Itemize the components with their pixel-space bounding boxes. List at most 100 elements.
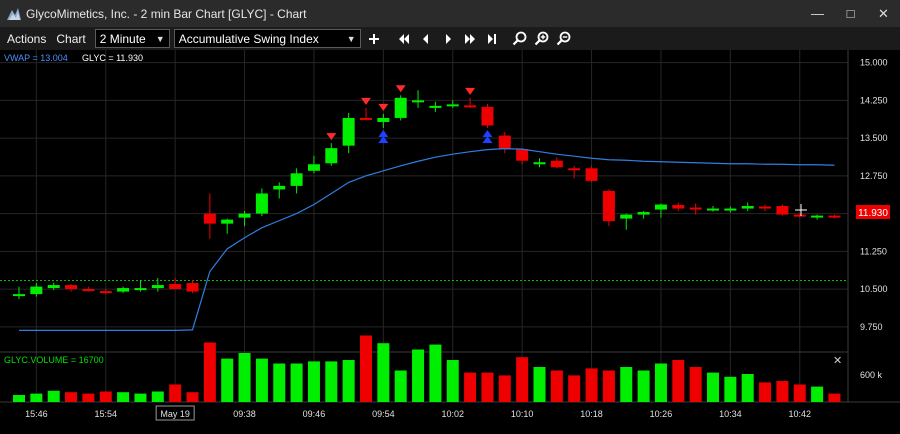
chevron-down-icon: ▼ xyxy=(155,33,165,44)
volume-bars xyxy=(13,335,841,402)
price-tick-label: 13.500 xyxy=(860,133,888,143)
time-tick-label: May 19 xyxy=(160,409,190,419)
candle-body xyxy=(654,204,667,210)
candle-body xyxy=(689,207,702,210)
zoom-out-button[interactable] xyxy=(553,29,575,49)
candle-body xyxy=(620,214,633,219)
time-tick-label: 10:18 xyxy=(580,409,603,419)
time-tick-label: 10:02 xyxy=(441,409,464,419)
scroll-forward-button[interactable] xyxy=(437,29,459,49)
app-logo-icon xyxy=(7,7,21,20)
volume-legend: GLYC.VOLUME = 16700 xyxy=(4,355,104,365)
volume-bar xyxy=(203,342,216,402)
candle-body xyxy=(47,285,60,289)
close-button[interactable]: ✕ xyxy=(878,5,889,21)
volume-bar xyxy=(412,349,425,402)
volume-bar xyxy=(169,384,182,402)
candle-body xyxy=(377,117,390,122)
volume-bar xyxy=(828,393,841,402)
scroll-end-button[interactable] xyxy=(481,29,503,49)
volume-bar xyxy=(325,361,338,402)
volume-bar xyxy=(793,384,806,402)
scroll-last-button[interactable] xyxy=(459,29,481,49)
candle-body xyxy=(82,289,95,292)
study-value: Accumulative Swing Index xyxy=(178,31,319,46)
volume-bar xyxy=(238,353,251,402)
volume-bar xyxy=(654,363,667,402)
candle-body xyxy=(307,164,320,171)
sell-signal-icon xyxy=(378,103,389,111)
zoom-in-button[interactable] xyxy=(531,29,553,49)
volume-bar xyxy=(360,335,372,402)
time-tick-label: 15:54 xyxy=(94,409,117,419)
last-price-badge xyxy=(856,205,890,219)
prev-icon xyxy=(422,33,428,44)
volume-bar xyxy=(498,375,511,402)
candle-body xyxy=(151,285,164,289)
add-study-button[interactable] xyxy=(363,29,385,49)
volume-bar xyxy=(602,370,615,402)
sell-signal-icon xyxy=(465,87,476,95)
price-chart[interactable]: 15.00014.25013.50012.75012.00011.25010.5… xyxy=(0,50,900,429)
candles xyxy=(13,90,841,300)
volume-bar xyxy=(811,386,824,402)
volume-tick-label: 600 k xyxy=(860,370,883,380)
grid xyxy=(0,50,848,402)
chevron-down-icon: ▼ xyxy=(346,33,356,44)
minimize-button[interactable]: — xyxy=(811,6,824,21)
volume-bar xyxy=(99,391,112,402)
candle-body xyxy=(13,294,25,297)
volume-bar xyxy=(290,363,303,402)
volume-bar xyxy=(759,382,772,402)
chart-menu[interactable]: Chart xyxy=(56,31,86,46)
volume-bar xyxy=(30,393,43,402)
volume-bar xyxy=(620,367,633,402)
time-axis: 15:46 15:54 May 19 09:38 09:46 09:54 10:02 10:1… xyxy=(25,405,811,421)
volume-bar xyxy=(533,367,546,402)
candle-body xyxy=(516,149,529,161)
volume-bar xyxy=(151,391,164,402)
time-tick-label: 09:38 xyxy=(233,409,256,419)
price-tick-label: 15.000 xyxy=(860,58,888,68)
candle-body xyxy=(412,100,425,103)
volume-bar xyxy=(481,372,494,402)
last-price-label: 11.930 xyxy=(858,208,888,219)
candle-body xyxy=(550,160,563,168)
interval-value: 2 Minute xyxy=(99,31,146,46)
maximize-button[interactable]: □ xyxy=(846,6,855,21)
volume-bar xyxy=(221,358,234,402)
interval-select[interactable]: 2 Minute ▼ xyxy=(94,29,170,48)
candle-body xyxy=(637,212,650,215)
actions-menu[interactable]: Actions xyxy=(7,31,47,46)
study-select[interactable]: Accumulative Swing Index ▼ xyxy=(173,29,361,48)
scroll-first-button[interactable] xyxy=(393,29,415,49)
volume-bar xyxy=(394,370,407,402)
sell-signal-icon xyxy=(395,85,406,93)
volume-bar xyxy=(464,372,477,402)
close-pane-icon[interactable]: ✕ xyxy=(833,355,842,367)
volume-bar xyxy=(255,358,268,402)
candle-body xyxy=(238,213,251,218)
volume-bar xyxy=(47,390,60,402)
volume-bar xyxy=(707,372,719,402)
time-tick-label: 09:46 xyxy=(303,409,326,419)
candle-body xyxy=(776,206,789,215)
candle-body xyxy=(360,117,372,120)
zoom-search-button[interactable] xyxy=(509,29,531,49)
volume-bar xyxy=(307,361,320,402)
volume-bar xyxy=(13,395,25,402)
plus-icon xyxy=(368,33,379,44)
sell-signal-icon xyxy=(361,97,371,105)
crosshair-cursor-icon xyxy=(795,204,807,216)
candle-body xyxy=(602,190,615,222)
price-tick-label: 14.250 xyxy=(860,95,888,105)
search-icon xyxy=(512,31,527,46)
buy-signal-icon xyxy=(378,130,389,138)
chart-area[interactable]: 15.00014.25013.50012.75012.00011.25010.5… xyxy=(0,50,900,429)
volume-bar xyxy=(134,393,147,402)
scroll-back-button[interactable] xyxy=(415,29,437,49)
candle-body xyxy=(186,283,199,292)
candle-body xyxy=(568,168,581,171)
chart-toolbar: Actions Chart 2 Minute ▼ Accumulative Sw… xyxy=(0,27,900,50)
title-bar: GlycoMimetics, Inc. - 2 min Bar Chart [G… xyxy=(0,0,900,27)
